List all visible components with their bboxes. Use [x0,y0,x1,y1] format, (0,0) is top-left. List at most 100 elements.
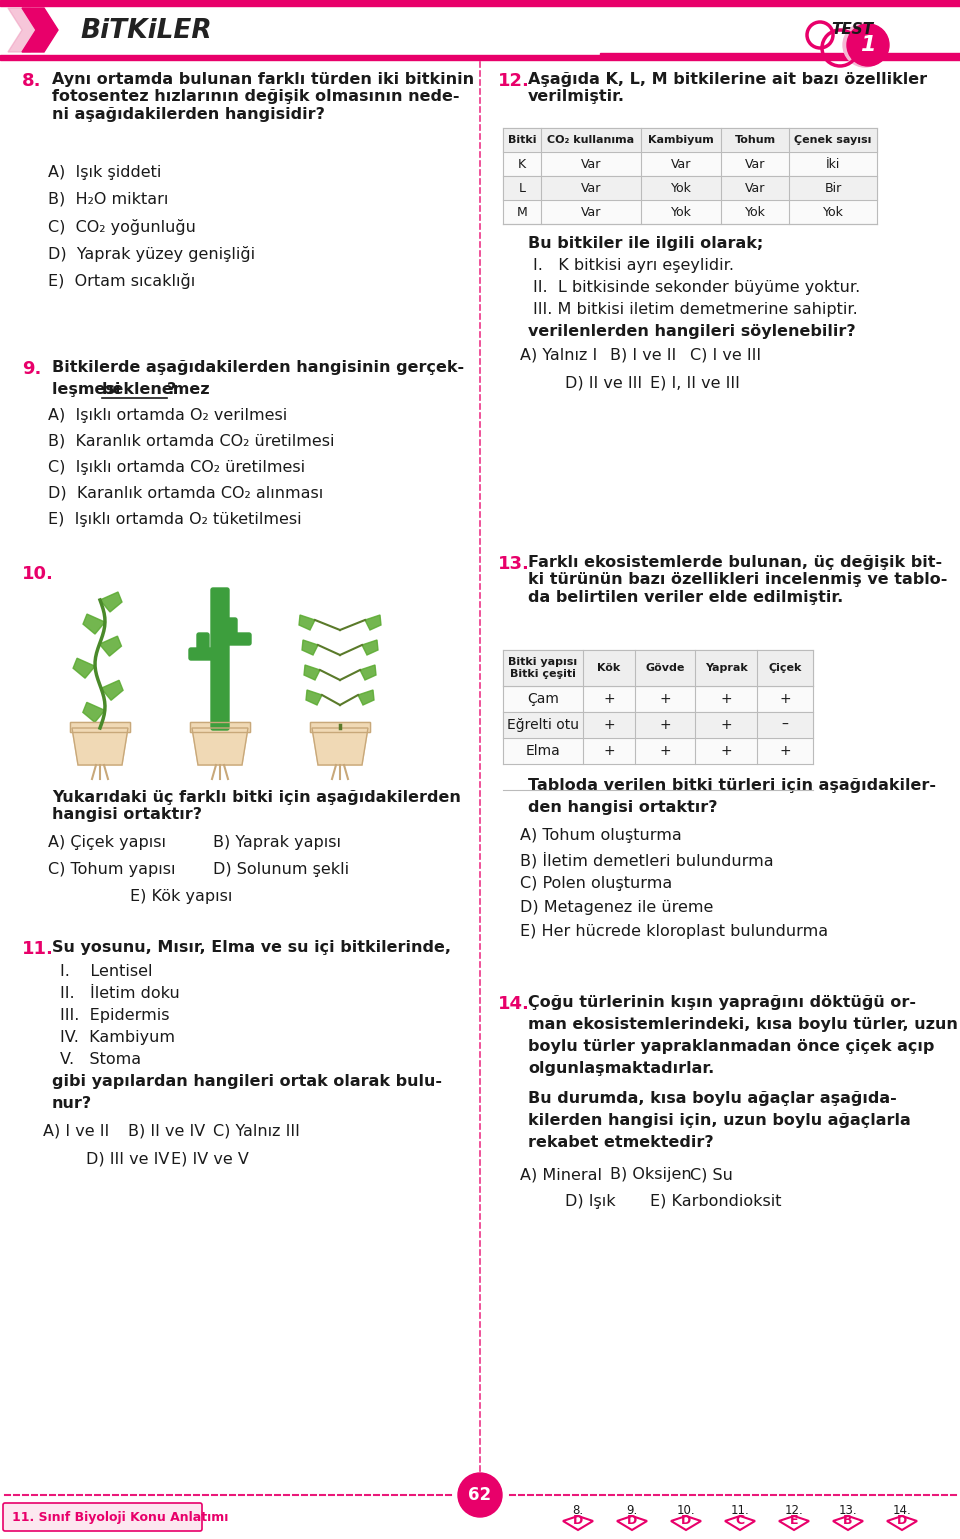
Text: I.   K bitkisi ayrı eşeylidir.: I. K bitkisi ayrı eşeylidir. [533,259,734,272]
Text: +: + [603,719,614,733]
Text: kilerden hangisi için, uzun boylu ağaçlarla: kilerden hangisi için, uzun boylu ağaçla… [528,1113,911,1128]
Text: D)  Yaprak yüzey genişliği: D) Yaprak yüzey genişliği [48,246,255,262]
Text: Yok: Yok [671,206,691,219]
Text: verilenlerden hangileri söylenebilir?: verilenlerden hangileri söylenebilir? [528,325,855,339]
Text: BiTKiLER: BiTKiLER [80,18,211,45]
Text: D: D [897,1514,907,1528]
Polygon shape [83,702,105,722]
Bar [70,722,130,733]
Text: –: – [781,719,788,733]
Text: 14.: 14. [893,1504,911,1517]
Bar [190,722,250,733]
Text: C) Tohum yapısı: C) Tohum yapısı [48,862,176,877]
Text: +: + [780,743,791,759]
Text: 8.: 8. [572,1504,584,1517]
Text: C) Polen oluşturma: C) Polen oluşturma [520,876,672,891]
Polygon shape [312,728,368,765]
Polygon shape [362,640,378,656]
Text: B) Oksijen: B) Oksijen [610,1167,691,1182]
Text: Bu durumda, kısa boylu ağaçlar aşağıda-: Bu durumda, kısa boylu ağaçlar aşağıda- [528,1091,897,1107]
Text: D) Metagenez ile üreme: D) Metagenez ile üreme [520,900,713,916]
Text: E: E [790,1514,799,1528]
Text: Bitkilerde aşağıdakilerden hangisinin gerçek-: Bitkilerde aşağıdakilerden hangisinin ge… [52,360,464,376]
Polygon shape [304,665,320,680]
Text: 11. Sınıf Biyoloji Konu Anlatımı: 11. Sınıf Biyoloji Konu Anlatımı [12,1510,228,1524]
Text: 11.: 11. [731,1504,750,1517]
Text: D) Solunum şekli: D) Solunum şekli [213,862,349,877]
Text: D) II ve III: D) II ve III [565,376,642,389]
Text: B)  H₂O miktarı: B) H₂O miktarı [48,192,168,208]
Text: E)  Işıklı ortamda O₂ tüketilmesi: E) Işıklı ortamda O₂ tüketilmesi [48,512,301,526]
Text: A) Tohum oluşturma: A) Tohum oluşturma [520,828,682,843]
Circle shape [458,1473,502,1517]
Text: E) Her hücrede kloroplast bulundurma: E) Her hücrede kloroplast bulundurma [520,923,828,939]
Text: CO₂ kullanıma: CO₂ kullanıma [547,135,635,145]
Text: 12.: 12. [784,1504,804,1517]
Bar [503,713,813,739]
Text: C: C [735,1514,745,1528]
Text: Var: Var [581,157,601,171]
Bar [503,152,877,175]
Text: Yok: Yok [823,206,844,219]
Text: gibi yapılardan hangileri ortak olarak bulu-: gibi yapılardan hangileri ortak olarak b… [52,1074,442,1090]
Polygon shape [358,689,374,705]
Text: +: + [720,743,732,759]
Text: A)  Işıklı ortamda O₂ verilmesi: A) Işıklı ortamda O₂ verilmesi [48,408,287,423]
Polygon shape [101,680,123,700]
Text: Bu bitkiler ile ilgili olarak;: Bu bitkiler ile ilgili olarak; [528,235,763,251]
Polygon shape [22,8,58,52]
Text: den hangisi ortaktır?: den hangisi ortaktır? [528,800,717,816]
Text: I.    Lentisel: I. Lentisel [60,963,153,979]
Text: III.  Epidermis: III. Epidermis [60,1008,170,1023]
Bar [70,722,130,733]
Text: D: D [627,1514,637,1528]
Circle shape [847,25,889,66]
FancyBboxPatch shape [189,648,215,660]
Text: A)  Işık şiddeti: A) Işık şiddeti [48,165,161,180]
Bar [0,0,960,6]
Text: D) III ve IV: D) III ve IV [86,1151,169,1167]
Polygon shape [299,616,315,629]
Polygon shape [306,689,322,705]
Polygon shape [73,659,95,679]
Text: 62: 62 [468,1487,492,1504]
Text: +: + [780,693,791,706]
Text: Aşağıda K, L, M bitkilerine ait bazı özellikler
verilmiştir.: Aşağıda K, L, M bitkilerine ait bazı öze… [528,72,927,105]
Text: Bitki: Bitki [508,135,537,145]
Text: E) IV ve V: E) IV ve V [171,1151,249,1167]
FancyBboxPatch shape [3,1504,202,1531]
Text: Çam: Çam [527,693,559,706]
Text: nur?: nur? [52,1096,92,1111]
Text: Aynı ortamda bulunan farklı türden iki bitkinin
fotosentez hızlarının değişik ol: Aynı ortamda bulunan farklı türden iki b… [52,72,474,122]
Bar [600,52,960,57]
Text: Yaprak: Yaprak [705,663,748,673]
Text: D)  Karanlık ortamda CO₂ alınması: D) Karanlık ortamda CO₂ alınması [48,486,324,502]
Text: B)  Karanlık ortamda CO₂ üretilmesi: B) Karanlık ortamda CO₂ üretilmesi [48,434,334,449]
Polygon shape [192,728,248,765]
Text: C)  CO₂ yoğunluğu: C) CO₂ yoğunluğu [48,219,196,235]
Text: Gövde: Gövde [645,663,684,673]
Text: 8.: 8. [22,72,41,89]
Text: Yok: Yok [745,206,765,219]
Text: +: + [720,693,732,706]
Text: Su yosunu, Mısır, Elma ve su içi bitkilerinde,: Su yosunu, Mısır, Elma ve su içi bitkile… [52,940,451,956]
Polygon shape [100,636,122,656]
Text: E) Kök yapısı: E) Kök yapısı [130,890,232,903]
Text: İki: İki [826,157,840,171]
Text: man ekosistemlerindeki, kısa boylu türler, uzun: man ekosistemlerindeki, kısa boylu türle… [528,1017,958,1033]
Text: +: + [603,693,614,706]
Text: II.   İletim doku: II. İletim doku [60,986,180,1000]
Text: B) I ve II: B) I ve II [610,348,676,363]
Text: Bitki yapısı
Bitki çeşiti: Bitki yapısı Bitki çeşiti [509,657,578,679]
Circle shape [843,23,887,68]
Text: A) I ve II: A) I ve II [43,1123,109,1139]
Text: E) I, II ve III: E) I, II ve III [650,376,740,389]
Bar [310,722,370,733]
Polygon shape [72,728,128,765]
Polygon shape [83,614,105,634]
Text: A) Yalnız I: A) Yalnız I [520,348,597,363]
Text: D: D [681,1514,691,1528]
Bar [503,739,813,763]
Text: Tabloda verilen bitki türleri için aşağıdakiler-: Tabloda verilen bitki türleri için aşağı… [528,779,936,793]
Text: beklenemez: beklenemez [102,382,210,397]
